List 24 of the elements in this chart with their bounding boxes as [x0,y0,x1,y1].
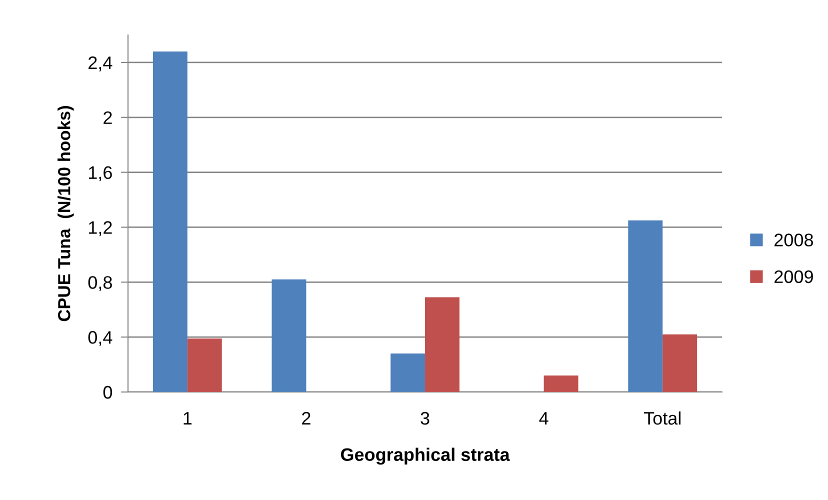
bar [187,338,222,392]
bar [390,354,426,392]
x-tick-label: 3 [420,412,430,425]
bar [425,297,460,392]
y-axis-title: CPUE Tuna (N/100 hooks) [58,106,74,322]
bar [628,220,663,392]
bar [544,376,578,392]
bar [662,334,698,392]
legend-label: 2009 [774,270,813,284]
x-tick-label: 2 [302,412,310,425]
y-tick-label: 0,4 [88,331,112,346]
bar [152,51,188,392]
x-tick-label: 4 [539,412,548,425]
legend-label: 2008 [774,234,813,246]
bar [272,279,306,392]
y-tick-label: 0 [103,386,112,399]
y-tick-label: 1,2 [89,221,112,236]
y-tick-label: 2,4 [88,56,112,72]
x-axis-title: Geographical strata [340,448,510,465]
y-tick-label: 2 [104,111,112,124]
x-tick-label: 1 [184,412,192,425]
y-tick-label: 0,8 [88,276,112,292]
y-tick-label: 1,6 [89,166,112,182]
x-tick-label: Total [644,411,680,425]
